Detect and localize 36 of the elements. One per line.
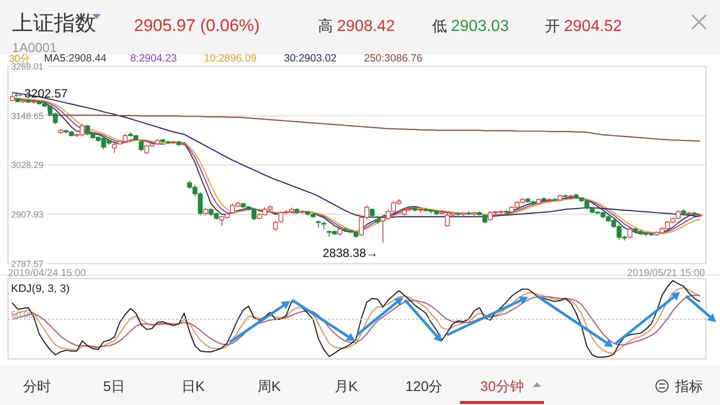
candlestick xyxy=(273,220,278,232)
text: 10:2896.09 xyxy=(204,52,257,64)
text: 分时 xyxy=(23,378,51,394)
chart-title: KDJ(9, 3, 3) xyxy=(11,283,70,295)
y-tick-label: 3028.29 xyxy=(11,160,44,170)
text: 月K xyxy=(334,378,358,394)
text: 日K xyxy=(181,378,206,394)
chart-title: 上证指数 xyxy=(12,12,96,35)
text: 120分 xyxy=(405,378,443,394)
text: 2019/04/24 15:00 xyxy=(8,268,86,279)
candlestick xyxy=(138,140,144,152)
candlestick xyxy=(112,142,117,154)
text: 周K xyxy=(257,378,282,394)
text: 高 xyxy=(318,18,333,35)
text: 2903.03 xyxy=(451,18,509,35)
text: MA5:2908.44 xyxy=(44,52,107,64)
text: 低 xyxy=(432,18,447,35)
text: 指标 xyxy=(674,378,703,394)
text: 30分钟 xyxy=(480,378,524,394)
y-tick-label: 3148.65 xyxy=(11,110,44,121)
annotation: ←3202.57 xyxy=(12,86,68,101)
text: 250:3086.76 xyxy=(364,52,423,64)
y-tick-label: 2787.57 xyxy=(11,258,44,269)
text: 8:2904.23 xyxy=(130,52,178,64)
text: 5日 xyxy=(103,378,125,394)
text: 2019/05/21 15:00 xyxy=(627,268,706,279)
text: 2904.52 xyxy=(564,18,622,35)
chart-subtitle: 1A0001 xyxy=(12,40,57,55)
y-tick-label: 3269.01 xyxy=(11,62,44,72)
text: 开 xyxy=(545,18,560,35)
y-tick-label: 2907.93 xyxy=(11,210,44,220)
candlestick xyxy=(627,226,632,238)
text: 30:2903.02 xyxy=(284,52,337,64)
annotation: 2838.38→ xyxy=(322,246,378,260)
text: 2908.42 xyxy=(337,18,395,35)
text: 2905.97 (0.06%) xyxy=(134,16,260,35)
